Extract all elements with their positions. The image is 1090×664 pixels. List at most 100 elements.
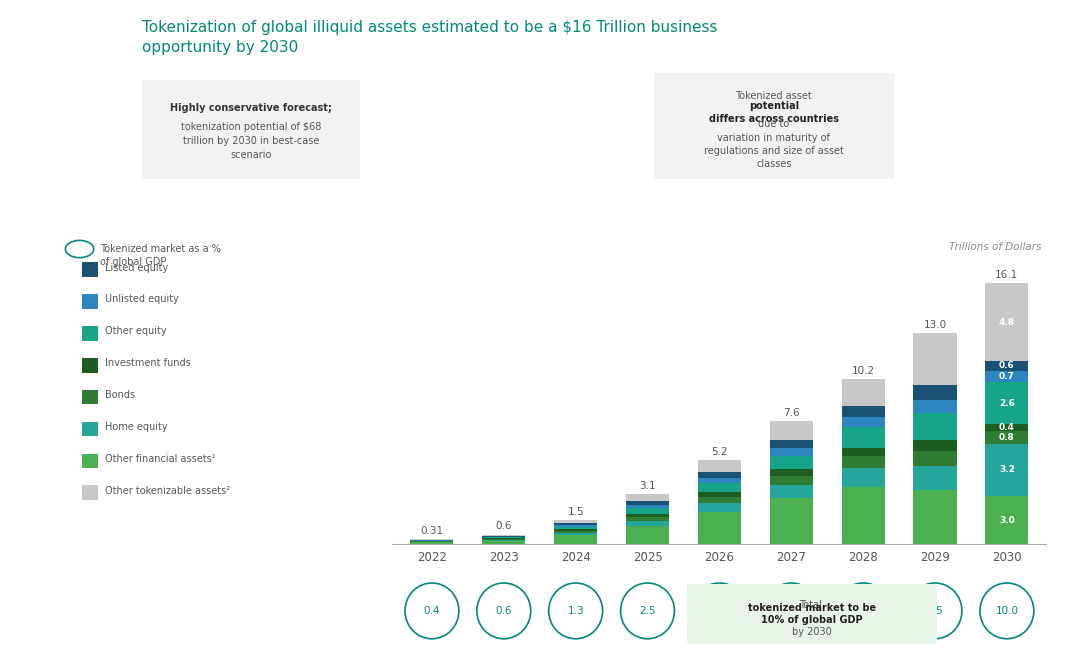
Text: 3.2: 3.2 <box>998 465 1015 474</box>
Bar <box>698 459 741 471</box>
Bar <box>698 478 741 483</box>
Text: 0.4: 0.4 <box>424 606 440 616</box>
Bar <box>554 523 597 525</box>
Text: 0.31: 0.31 <box>421 526 444 537</box>
Bar <box>841 468 885 487</box>
Text: 2.5: 2.5 <box>639 606 656 616</box>
Text: 8.5: 8.5 <box>926 606 943 616</box>
Bar <box>698 492 741 497</box>
Text: Unlisted equity: Unlisted equity <box>105 294 179 305</box>
Bar <box>913 400 957 413</box>
Text: 0.6: 0.6 <box>496 521 512 531</box>
Bar <box>770 469 813 475</box>
Ellipse shape <box>620 583 675 639</box>
Ellipse shape <box>476 583 531 639</box>
Bar <box>913 440 957 451</box>
Bar <box>841 428 885 448</box>
Bar <box>626 505 669 508</box>
Bar <box>985 371 1029 382</box>
Text: 7.6: 7.6 <box>783 408 800 418</box>
Text: 0.8: 0.8 <box>1000 433 1015 442</box>
Bar <box>626 514 669 517</box>
Ellipse shape <box>908 583 962 639</box>
Bar <box>554 520 597 523</box>
Bar <box>554 533 597 535</box>
FancyBboxPatch shape <box>679 582 945 646</box>
Bar <box>985 496 1029 544</box>
Text: 4.0: 4.0 <box>711 606 728 616</box>
Bar <box>554 531 597 533</box>
Bar <box>913 490 957 544</box>
Text: 7.0: 7.0 <box>855 606 871 616</box>
Text: Other equity: Other equity <box>105 326 167 337</box>
Text: 0.6: 0.6 <box>496 606 512 616</box>
Text: Investment funds: Investment funds <box>105 358 191 369</box>
Text: potential
differs across countries: potential differs across countries <box>708 101 839 124</box>
Text: 5.5: 5.5 <box>783 606 800 616</box>
Bar <box>841 406 885 417</box>
Text: Other financial assets¹: Other financial assets¹ <box>105 454 215 464</box>
Bar <box>626 521 669 526</box>
Bar <box>770 440 813 448</box>
Text: Tokenized market as a %
of global GDP: Tokenized market as a % of global GDP <box>100 244 221 267</box>
Bar <box>482 535 525 536</box>
Text: Other tokenizable assets²: Other tokenizable assets² <box>105 485 230 496</box>
Text: 5.2: 5.2 <box>711 447 728 457</box>
Bar <box>410 542 453 544</box>
Text: Tokenized asset: Tokenized asset <box>736 92 812 102</box>
Text: 4.8: 4.8 <box>998 317 1015 327</box>
Bar <box>698 512 741 544</box>
Text: tokenized market to be
10% of global GDP: tokenized market to be 10% of global GDP <box>748 603 876 625</box>
Text: 1.3: 1.3 <box>568 606 584 616</box>
Bar <box>841 456 885 468</box>
FancyBboxPatch shape <box>135 76 366 182</box>
Bar <box>554 529 597 531</box>
Text: 3.0: 3.0 <box>1000 516 1015 525</box>
Text: Highly conservative forecast;: Highly conservative forecast; <box>170 102 331 113</box>
Bar <box>698 471 741 478</box>
Text: 16.1: 16.1 <box>995 270 1018 280</box>
Text: Home equity: Home equity <box>105 422 167 432</box>
Bar <box>482 541 525 544</box>
Bar <box>985 361 1029 371</box>
Text: 0.7: 0.7 <box>998 372 1015 381</box>
Ellipse shape <box>836 583 891 639</box>
Text: 1.5: 1.5 <box>568 507 584 517</box>
Text: Total: Total <box>799 600 825 610</box>
Text: Listed equity: Listed equity <box>105 262 168 273</box>
Bar <box>913 333 957 385</box>
Bar <box>985 424 1029 431</box>
Bar <box>554 527 597 529</box>
Bar <box>554 535 597 544</box>
Bar <box>626 526 669 544</box>
Bar <box>770 485 813 498</box>
Bar <box>841 487 885 544</box>
Bar <box>482 540 525 541</box>
Text: due to
variation in maturity of
regulations and size of asset
classes: due to variation in maturity of regulati… <box>704 120 844 169</box>
Ellipse shape <box>548 583 603 639</box>
Bar <box>626 501 669 505</box>
Bar <box>626 494 669 501</box>
Bar <box>913 451 957 466</box>
Text: by 2030: by 2030 <box>792 627 832 637</box>
Bar <box>913 466 957 490</box>
Ellipse shape <box>692 583 747 639</box>
Bar <box>626 508 669 514</box>
Bar <box>698 503 741 512</box>
Bar <box>482 537 525 539</box>
Bar <box>841 378 885 406</box>
Ellipse shape <box>764 583 819 639</box>
Text: 0.4: 0.4 <box>998 423 1015 432</box>
Text: tokenization potential of $68
trillion by 2030 in best-case
scenario: tokenization potential of $68 trillion b… <box>181 122 320 161</box>
Ellipse shape <box>980 583 1033 639</box>
Text: 10.0: 10.0 <box>995 606 1018 616</box>
Bar <box>985 431 1029 444</box>
Bar <box>626 517 669 521</box>
FancyBboxPatch shape <box>646 70 901 183</box>
Bar <box>770 448 813 456</box>
Bar <box>698 483 741 492</box>
Bar <box>770 475 813 485</box>
Bar <box>482 539 525 540</box>
Text: 3.1: 3.1 <box>639 481 656 491</box>
Bar <box>554 525 597 527</box>
